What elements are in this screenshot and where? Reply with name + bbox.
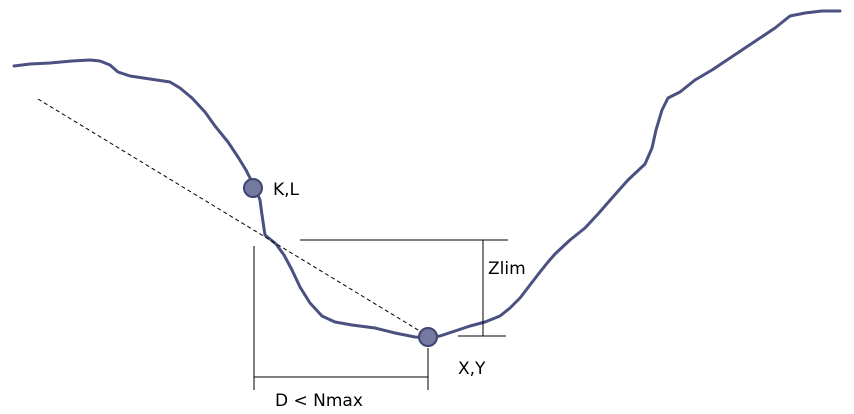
label-xy: X,Y bbox=[458, 359, 486, 379]
point-xy-marker bbox=[418, 327, 438, 347]
label-kl: K,L bbox=[273, 180, 300, 200]
line-of-sight-dashed bbox=[37, 98, 429, 337]
point-kl-marker bbox=[243, 178, 263, 198]
terrain-profile-line bbox=[12, 9, 842, 340]
label-distance: D < Nmax bbox=[275, 391, 363, 411]
label-zlim: Zlim bbox=[488, 259, 526, 279]
